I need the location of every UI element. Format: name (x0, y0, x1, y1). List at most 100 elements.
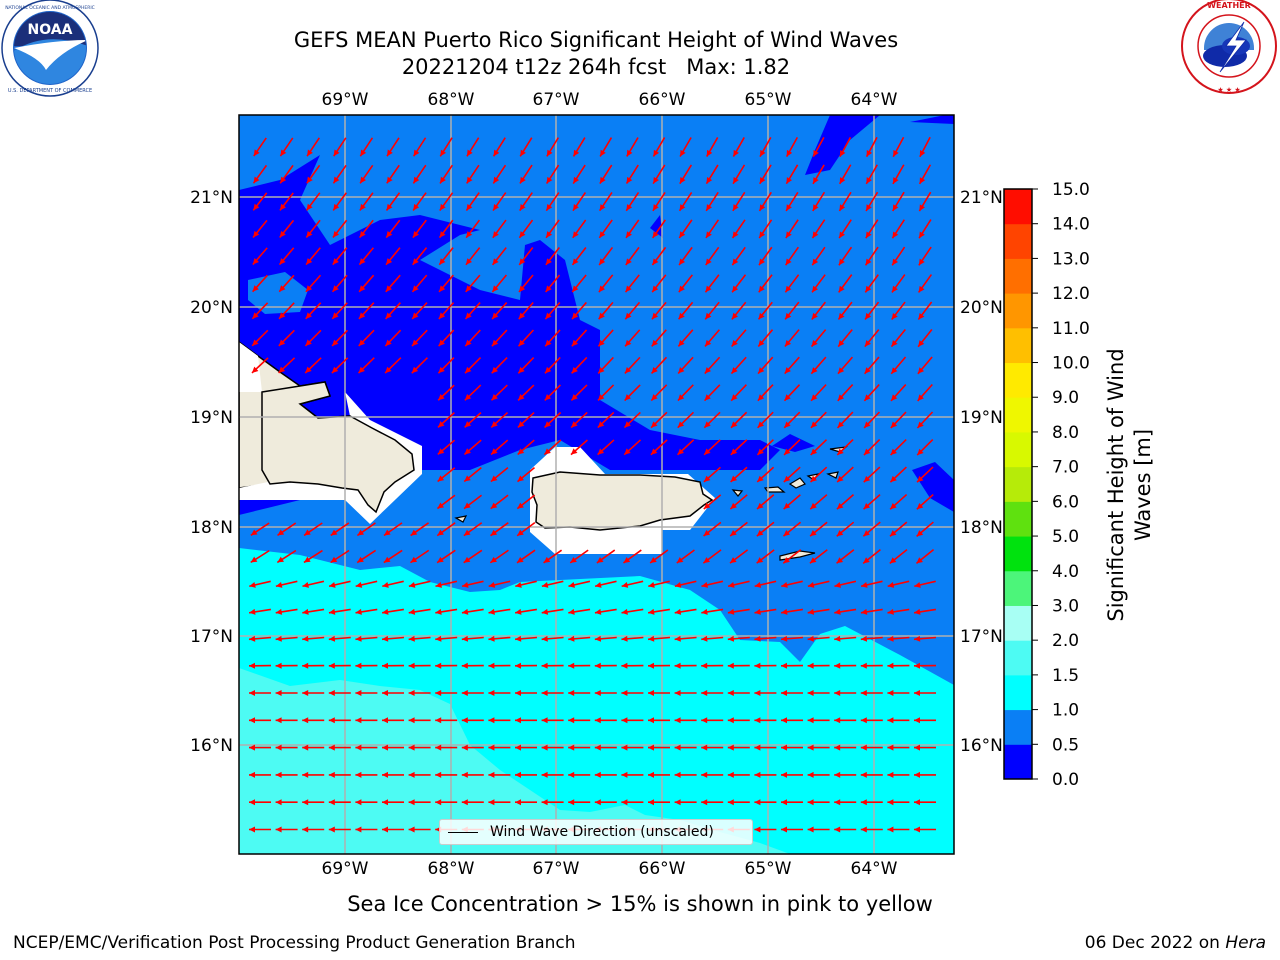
lon-label-top-5: 64°W (851, 90, 898, 110)
wave-arrow (598, 246, 614, 266)
wave-arrow (382, 717, 404, 724)
svg-text:U.S. DEPARTMENT OF COMMERCE: U.S. DEPARTMENT OF COMMERCE (8, 88, 92, 94)
nws-logo: WEATHER ★ ★ ★ (1181, 0, 1277, 94)
wave-arrow (568, 717, 591, 724)
wave-arrow (758, 274, 773, 293)
wave-arrow (727, 580, 750, 588)
wave-arrow (652, 137, 666, 157)
wave-arrow (408, 635, 431, 642)
wave-arrow (437, 439, 456, 456)
wave-arrow (754, 799, 777, 806)
wave-arrow (408, 744, 431, 751)
wave-arrow (727, 635, 750, 642)
wave-arrow (621, 580, 644, 588)
wave-arrow (705, 164, 719, 185)
wave-arrow (278, 329, 295, 347)
wave-arrow (384, 357, 402, 374)
wave-arrow (864, 301, 880, 321)
wave-arrow (916, 521, 934, 537)
colorbar-segment-1 (1004, 709, 1032, 745)
wave-arrow (572, 219, 587, 239)
wave-arrow (914, 608, 936, 615)
wave-arrow (676, 549, 695, 564)
wave-arrow (731, 219, 746, 239)
wave-arrow (303, 522, 323, 537)
wave-arrow (754, 580, 777, 588)
wave-arrow (302, 635, 325, 642)
wave-arrow (621, 662, 644, 669)
wave-arrow (408, 799, 431, 806)
lon-label-bottom-4: 65°W (745, 859, 792, 879)
colorbar-tick-label: 14.0 (1052, 215, 1090, 235)
wave-arrow (408, 826, 431, 833)
colorbar-segment-16 (1004, 189, 1032, 225)
wave-arrow (887, 717, 910, 724)
wave-arrow (648, 580, 670, 588)
wave-arrow (544, 301, 561, 320)
wave-arrow (784, 301, 800, 320)
wave-arrow (836, 549, 855, 564)
wave-arrow (279, 164, 294, 184)
wave-arrow (864, 356, 880, 375)
wave-arrow (781, 771, 803, 778)
wave-arrow (355, 608, 378, 615)
wave-arrow (515, 771, 537, 778)
wave-arrow (515, 608, 537, 615)
colorbar-tick-label: 4.0 (1052, 562, 1079, 582)
map-legend: Wind Wave Direction (unscaled) (439, 819, 753, 845)
wave-patch-small (650, 215, 663, 238)
wave-arrow (919, 136, 931, 158)
colorbar-tick-label: 12.0 (1052, 284, 1090, 304)
colorbar-tick-label: 5.0 (1052, 527, 1079, 547)
colorbar-tick-label: 0.5 (1052, 735, 1079, 755)
wave-arrow (730, 384, 747, 402)
wave-arrow (812, 191, 826, 212)
wave-arrow (251, 357, 269, 374)
wave-arrow (438, 329, 455, 347)
wave-band-0.0-0.5-top-right (910, 115, 954, 124)
lon-label-top-4: 65°W (745, 90, 792, 110)
wave-arrow (811, 219, 826, 239)
colorbar-tick-label: 8.0 (1052, 423, 1079, 443)
wave-arrow (568, 690, 591, 696)
wave-arrow (807, 826, 830, 833)
wave-arrow (514, 635, 538, 642)
wave-arrow (276, 549, 297, 564)
wave-arrow (515, 690, 537, 696)
footer-date-text: 06 Dec 2022 on (1084, 933, 1226, 953)
wave-arrow (408, 717, 431, 724)
wave-arrow (621, 744, 644, 751)
lon-label-top-1: 68°W (428, 90, 475, 110)
wave-arrow (811, 246, 826, 266)
wave-arrow (305, 219, 321, 239)
wave-arrow (807, 799, 830, 806)
wave-arrow (887, 635, 910, 642)
wave-arrow (435, 635, 458, 642)
wave-arrow (357, 357, 375, 374)
wave-arrow (305, 247, 321, 266)
wave-arrow (916, 438, 934, 456)
wave-arrow (382, 580, 404, 588)
wave-arrow (860, 608, 883, 615)
colorbar-tick-label: 13.0 (1052, 249, 1090, 269)
wave-arrow (331, 274, 348, 293)
colorbar-segment-4 (1004, 605, 1032, 641)
wave-arrow (703, 494, 722, 510)
wave-arrow (359, 192, 374, 211)
lat-label-right-5: 16°N (960, 736, 1003, 756)
wave-arrow (676, 439, 695, 456)
wave-arrow (887, 662, 910, 669)
wave-arrow (784, 274, 800, 293)
wave-arrow (248, 635, 272, 642)
wave-arrow (625, 164, 639, 185)
wave-arrow (541, 744, 564, 751)
wave-arrow (435, 608, 458, 615)
wave-arrow (862, 521, 881, 537)
wave-arrow (704, 329, 720, 347)
wave-arrow (545, 247, 560, 266)
colorbar-tick-label: 6.0 (1052, 492, 1079, 512)
wave-arrow (541, 771, 564, 778)
wave-arrow (408, 771, 431, 778)
wave-arrow (890, 438, 907, 456)
wave-arrow (355, 690, 378, 696)
